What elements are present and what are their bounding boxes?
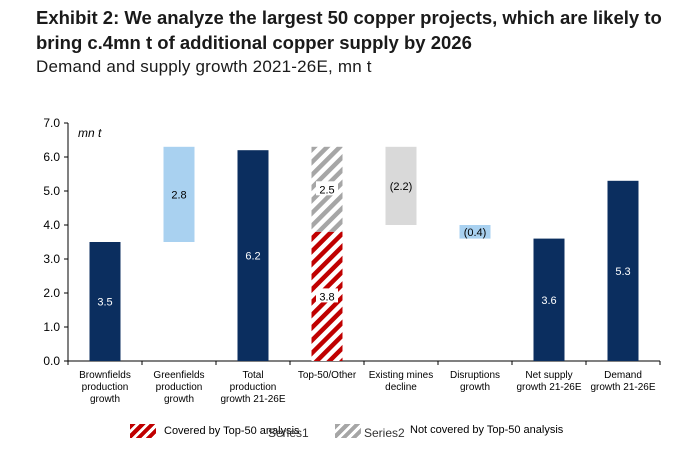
x-category-line: Disruptions (450, 370, 500, 381)
x-category-line: production (156, 382, 203, 393)
y-tick-label: 0.0 (43, 354, 60, 368)
data-label-bg (316, 181, 338, 196)
legend-covered: Covered by Top-50 analysis (130, 424, 300, 438)
x-category-line: growth (90, 394, 120, 405)
exhibit-title: Exhibit 2: We analyze the largest 50 cop… (36, 7, 662, 53)
bar-light-blue (459, 225, 491, 239)
x-category-label: Top-50/Other (298, 370, 357, 381)
data-label: 3.5 (97, 297, 112, 309)
x-category-line: Top-50/Other (298, 370, 357, 381)
legend-swatch-red (130, 424, 156, 438)
x-category-line: production (230, 382, 277, 393)
data-label: 3.6 (541, 295, 556, 307)
bar-navy (237, 150, 269, 361)
x-category-line: production (82, 382, 129, 393)
y-tick-label: 5.0 (43, 184, 60, 198)
y-tick-label: 7.0 (43, 116, 60, 130)
x-category-line: Total (242, 370, 263, 381)
x-category-line: Greenfields (153, 370, 204, 381)
legend-series1: Series1 (268, 426, 309, 440)
x-category-line: decline (385, 382, 417, 393)
data-label: 5.3 (615, 266, 630, 278)
bar-navy (533, 238, 565, 361)
y-tick-label: 2.0 (43, 286, 60, 300)
legend-label-not-covered: Not covered by Top-50 analysis (410, 424, 564, 436)
x-category-line: growth 21-26E (220, 394, 285, 405)
x-category-label: Greenfields production growth (153, 370, 204, 405)
y-unit-label: mn t (78, 126, 102, 140)
y-tick-label: 4.0 (43, 218, 60, 232)
x-category-line: growth (164, 394, 194, 405)
x-category-label: Disruptions growth (450, 370, 500, 393)
legend-swatch-grey (335, 424, 361, 438)
x-category-line: Existing mines (369, 370, 433, 381)
data-label: (2.2) (390, 181, 413, 193)
x-category-line: growth 21-26E (590, 382, 655, 393)
bar-navy (607, 180, 639, 361)
x-category-label: Net supply growth 21-26E (516, 370, 581, 393)
chart-subtitle: Demand and supply growth 2021-26E, mn t (36, 57, 372, 76)
bar-light-blue (163, 146, 195, 242)
x-category-line: growth (460, 382, 490, 393)
data-label: 2.5 (319, 184, 334, 196)
x-category-line: Net supply (525, 370, 572, 381)
y-tick-label: 1.0 (43, 320, 60, 334)
x-category-label: Demand growth 21-26E (590, 370, 655, 393)
x-category-line: Demand (604, 370, 642, 381)
legend-not-covered (335, 424, 369, 438)
y-tick-label: 3.0 (43, 252, 60, 266)
data-label: 2.8 (171, 189, 186, 201)
legend-label-covered: Covered by Top-50 analysis (164, 425, 300, 437)
x-category-label: Brownfields production growth (79, 370, 131, 405)
x-category-label: Existing mines decline (369, 370, 433, 393)
y-tick-label: 6.0 (43, 150, 60, 164)
data-label: 6.2 (245, 251, 260, 263)
x-category-line: growth 21-26E (516, 382, 581, 393)
data-label: 3.8 (319, 291, 334, 303)
data-label: (0.4) (464, 227, 487, 239)
x-category-label: Total production growth 21-26E (220, 370, 285, 405)
bar-navy (89, 242, 121, 361)
bar-light-grey (385, 146, 417, 225)
data-label-bg (316, 288, 338, 303)
x-category-line: Brownfields (79, 370, 131, 381)
legend-series2: Series2 (364, 426, 405, 440)
